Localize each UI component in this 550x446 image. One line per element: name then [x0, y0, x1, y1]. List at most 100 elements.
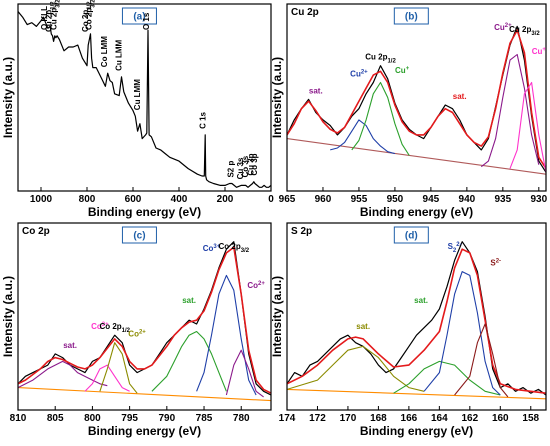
- x-axis-title: Binding energy (eV): [360, 424, 473, 438]
- x-tick-label: 960: [315, 194, 332, 205]
- x-tick-label: 930: [530, 194, 547, 205]
- panel-b: 965 960 955 950 945 940 935 930 Binding energy (…: [270, 3, 548, 219]
- peak-annotation: sat.: [356, 322, 370, 331]
- series-line-sat-1-: [18, 360, 108, 389]
- plot-frame: [286, 222, 547, 411]
- series-line-fit: [287, 29, 546, 170]
- peak-annotation: S2-: [490, 259, 501, 268]
- x-tick-label: 805: [47, 413, 64, 424]
- series-line-co2-2p3-2-: [225, 349, 264, 398]
- panel-letter-box: [393, 226, 429, 244]
- panel-letter: (c): [133, 231, 145, 242]
- plot-frame: [17, 3, 272, 192]
- x-tick-label: 160: [492, 413, 509, 424]
- panel-d: 174 172 170 168 166 164 162 160 158 Binding energ…: [270, 222, 547, 438]
- series-line-raw: [287, 241, 546, 396]
- peak-annotation: Co3+: [91, 322, 109, 331]
- plot-frame: [286, 3, 547, 192]
- series-line-spectrum: [18, 11, 271, 188]
- x-tick-label: 950: [387, 194, 404, 205]
- x-tick-label: 790: [158, 413, 175, 424]
- series-line-s2-2-: [423, 271, 501, 396]
- series-line-cu2-2p3-2-: [480, 53, 540, 168]
- peak-annotation: Cu+: [532, 47, 547, 56]
- peak-annotation: Co LMM: [100, 36, 109, 67]
- peak-annotation: Co3+: [203, 244, 221, 253]
- series-group: [287, 241, 546, 400]
- x-tick-label: 166: [401, 413, 418, 424]
- series-line-cu-: [351, 81, 410, 156]
- x-axis-title: Binding energy (eV): [88, 424, 201, 438]
- x-tick-label: 174: [279, 413, 296, 424]
- y-axis-title: Intensity (a.u.): [1, 276, 15, 357]
- x-tick-label: 200: [217, 194, 234, 205]
- series-line-sat-2-: [393, 360, 501, 396]
- x-tick-label: 800: [79, 194, 96, 205]
- peak-annotation: sat.: [182, 296, 196, 305]
- peak-annotation: Cu2+: [494, 23, 512, 32]
- series-line-sat-1-: [287, 345, 425, 392]
- series-line-s2-: [454, 323, 509, 398]
- peak-annotation: sat.: [414, 296, 428, 305]
- series-line-cu-2p3-2-: [509, 81, 546, 173]
- peak-annotation: C 1s: [198, 111, 207, 128]
- panel-a: 1000 800 600 400 200 0 Binding energy (eV) Inte…: [1, 0, 274, 219]
- peak-annotation: S2 p: [227, 161, 236, 178]
- x-tick-label: 600: [125, 194, 142, 205]
- x-tick-label: 795: [121, 413, 138, 424]
- peak-annotation: Co 2p1/2: [99, 322, 130, 334]
- series-line-cu2-: [330, 119, 396, 155]
- peak-annotation: Cu LMM: [115, 39, 124, 70]
- peak-annotation: O KLL: [40, 6, 49, 30]
- series-line-background: [287, 138, 546, 175]
- x-axis-title: Binding energy (eV): [88, 205, 201, 219]
- series-line-fit: [287, 248, 546, 394]
- panel-letter: (d): [405, 231, 418, 242]
- series-line-co3-2p3-2-: [196, 274, 257, 396]
- x-tick-label: 945: [423, 194, 440, 205]
- series-group: [287, 25, 546, 175]
- x-tick-label: 0: [268, 194, 274, 205]
- y-axis-title: Intensity (a.u.): [1, 57, 15, 138]
- panel-letter: (b): [405, 12, 418, 23]
- x-tick-label: 780: [233, 413, 250, 424]
- panel-corner-label: Co 2p: [22, 226, 50, 237]
- peak-annotation: Co 3s: [241, 155, 250, 177]
- peak-annotation: Cu LMM: [133, 79, 142, 110]
- x-tick-label: 935: [494, 194, 511, 205]
- peak-annotation: Cu+: [395, 66, 410, 75]
- x-tick-label: 170: [340, 413, 357, 424]
- series-line-co2-2p1-2-: [99, 342, 138, 394]
- peak-annotation: Cu2+: [350, 70, 368, 79]
- series-line-raw: [287, 25, 546, 173]
- peak-annotation: Co 3p: [250, 153, 259, 175]
- series-line-background: [287, 388, 546, 400]
- y-axis-title: Intensity (a.u.): [270, 276, 284, 357]
- y-axis-title: Intensity (a.u.): [270, 57, 284, 138]
- peak-annotation: Cu 3s: [236, 157, 245, 179]
- series-line-co3-2p1-2-: [84, 364, 130, 392]
- x-tick-label: 158: [522, 413, 539, 424]
- series-line-sat-2-: [151, 330, 227, 392]
- x-tick-label: 1000: [30, 194, 53, 205]
- x-tick-label: 164: [431, 413, 448, 424]
- plot-frame: [17, 222, 272, 411]
- series-line-raw: [18, 241, 271, 396]
- panel-letter-box: [121, 226, 157, 244]
- x-tick-label: 965: [279, 194, 296, 205]
- peak-annotation: sat.: [453, 92, 467, 101]
- x-tick-label: 785: [196, 413, 213, 424]
- panel-c: 810 805 800 795 790 785 780 Binding energy (eV)…: [1, 222, 272, 438]
- panel-letter: (a): [133, 12, 145, 23]
- peak-annotation: sat.: [63, 341, 77, 350]
- peak-annotation: sat.: [309, 86, 323, 95]
- panel-corner-label: Cu 2p: [291, 7, 319, 18]
- peak-annotation: Cu 3p: [247, 153, 256, 175]
- panel-letter-box: [121, 7, 157, 25]
- peak-annotation: Cu 2p1/2: [365, 53, 396, 65]
- x-tick-label: 810: [10, 413, 27, 424]
- panel-corner-label: S 2p: [291, 226, 312, 237]
- series-line-fit: [18, 246, 271, 394]
- x-tick-label: 955: [351, 194, 368, 205]
